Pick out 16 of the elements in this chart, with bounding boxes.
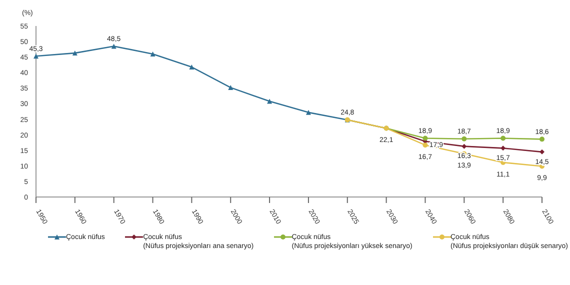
- point: [540, 149, 544, 154]
- point: [540, 136, 544, 142]
- point: [422, 136, 428, 141]
- point: [189, 64, 194, 70]
- point: [150, 51, 156, 56]
- point: [228, 85, 234, 90]
- point: [34, 54, 38, 59]
- point: [306, 110, 311, 115]
- point: [72, 50, 78, 56]
- point: [422, 142, 428, 148]
- point: [267, 98, 272, 104]
- point: [500, 136, 506, 141]
- point: [462, 136, 467, 142]
- point: [500, 146, 506, 151]
- point: [111, 44, 116, 49]
- point: [462, 144, 467, 149]
